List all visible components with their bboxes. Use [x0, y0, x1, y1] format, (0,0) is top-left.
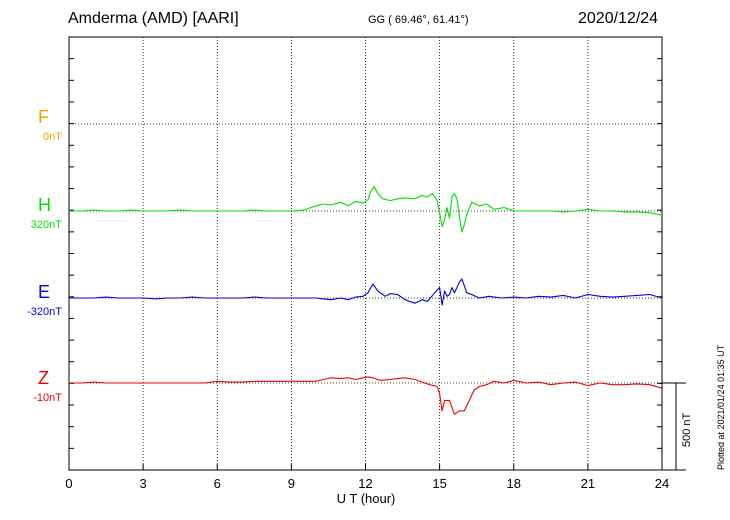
- component-e-baseline: -320nT: [27, 306, 62, 318]
- x-tick-label-4: 12: [358, 476, 372, 491]
- chart-date: 2020/12/24: [578, 10, 659, 27]
- x-tick-label-8: 24: [655, 476, 669, 491]
- scale-bar-label: 500 nT: [681, 412, 693, 447]
- x-tick-label-3: 9: [288, 476, 295, 491]
- component-z-baseline: -10nT: [33, 392, 62, 404]
- component-f-baseline: 0nT: [43, 131, 62, 143]
- component-f-label: F: [38, 107, 49, 127]
- x-tick-label-1: 3: [140, 476, 147, 491]
- station-title: Amderma (AMD) [AARI]: [68, 10, 239, 27]
- x-tick-label-6: 18: [507, 476, 521, 491]
- component-h-label: H: [38, 195, 51, 215]
- x-tick-label-2: 6: [214, 476, 221, 491]
- geo-coordinates: GG ( 69.46°, 61.41°): [368, 14, 469, 26]
- x-tick-label-0: 0: [65, 476, 72, 491]
- plotted-timestamp: Plotted at 2021/01/24 01:35 UT: [716, 344, 726, 470]
- series-z-line: [69, 376, 663, 415]
- component-h-baseline: 320nT: [30, 219, 62, 231]
- x-tick-label-7: 21: [581, 476, 595, 491]
- scale-bar: [662, 382, 686, 471]
- component-z-label: Z: [38, 368, 49, 388]
- series-e-line: [69, 278, 663, 306]
- x-axis-label: U T (hour): [337, 491, 396, 506]
- component-e-label: E: [38, 282, 51, 302]
- series-h-line: [69, 186, 663, 233]
- x-tick-label-5: 15: [432, 476, 446, 491]
